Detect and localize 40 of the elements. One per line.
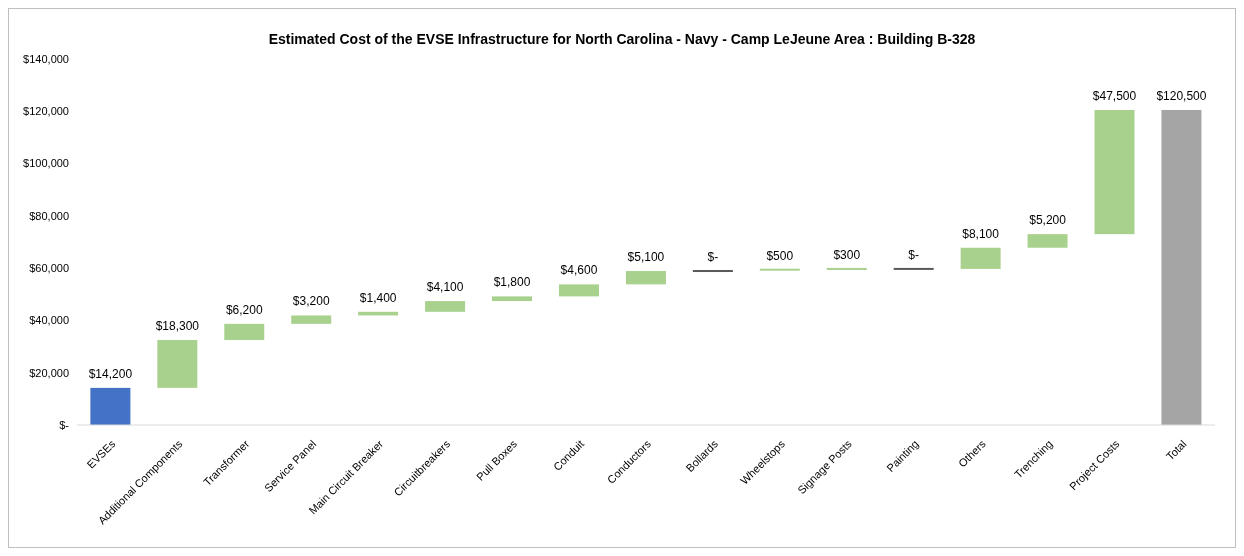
data-label: $3,200 [292, 294, 330, 309]
bar [90, 387, 131, 425]
data-label: $1,400 [359, 290, 397, 305]
y-tick-label: $60,000 [29, 262, 69, 275]
bar [759, 268, 800, 271]
data-label: $4,600 [560, 263, 598, 278]
data-label: $8,100 [962, 226, 1000, 241]
y-tick-label: $40,000 [29, 314, 69, 327]
bar [1161, 109, 1202, 425]
y-tick-label: $- [59, 418, 70, 431]
bar [1027, 234, 1068, 248]
data-label: $5,100 [627, 250, 665, 265]
bar [826, 267, 867, 270]
data-label: $- [707, 250, 719, 265]
data-label: $1,800 [493, 275, 531, 290]
bar [558, 284, 599, 297]
bar [291, 315, 332, 324]
y-tick-label: $140,000 [23, 52, 69, 65]
bar [157, 340, 198, 388]
data-label: $18,300 [155, 319, 200, 334]
chart-title: Estimated Cost of the EVSE Infrastructure for North Carolina - Navy - Camp LeJeune Area : Building B-328 [267, 31, 977, 47]
bar [492, 296, 533, 302]
data-label: $4,100 [426, 280, 464, 295]
bar [625, 271, 666, 285]
bar [960, 247, 1001, 269]
y-tick-label: $120,000 [23, 105, 69, 118]
data-label: $14,200 [88, 366, 133, 381]
data-label: $500 [766, 248, 794, 263]
y-tick-label: $100,000 [23, 157, 69, 170]
y-tick-label: $20,000 [29, 366, 69, 379]
data-label: $120,500 [1156, 88, 1207, 103]
data-label: $6,200 [225, 302, 263, 317]
data-label: $300 [833, 247, 861, 262]
data-label: $5,200 [1029, 213, 1067, 228]
data-label: $47,500 [1092, 88, 1137, 103]
bar [425, 301, 466, 312]
bar [1094, 109, 1135, 235]
y-tick-label: $80,000 [29, 209, 69, 222]
bar [224, 323, 265, 341]
data-label: $- [908, 247, 920, 262]
